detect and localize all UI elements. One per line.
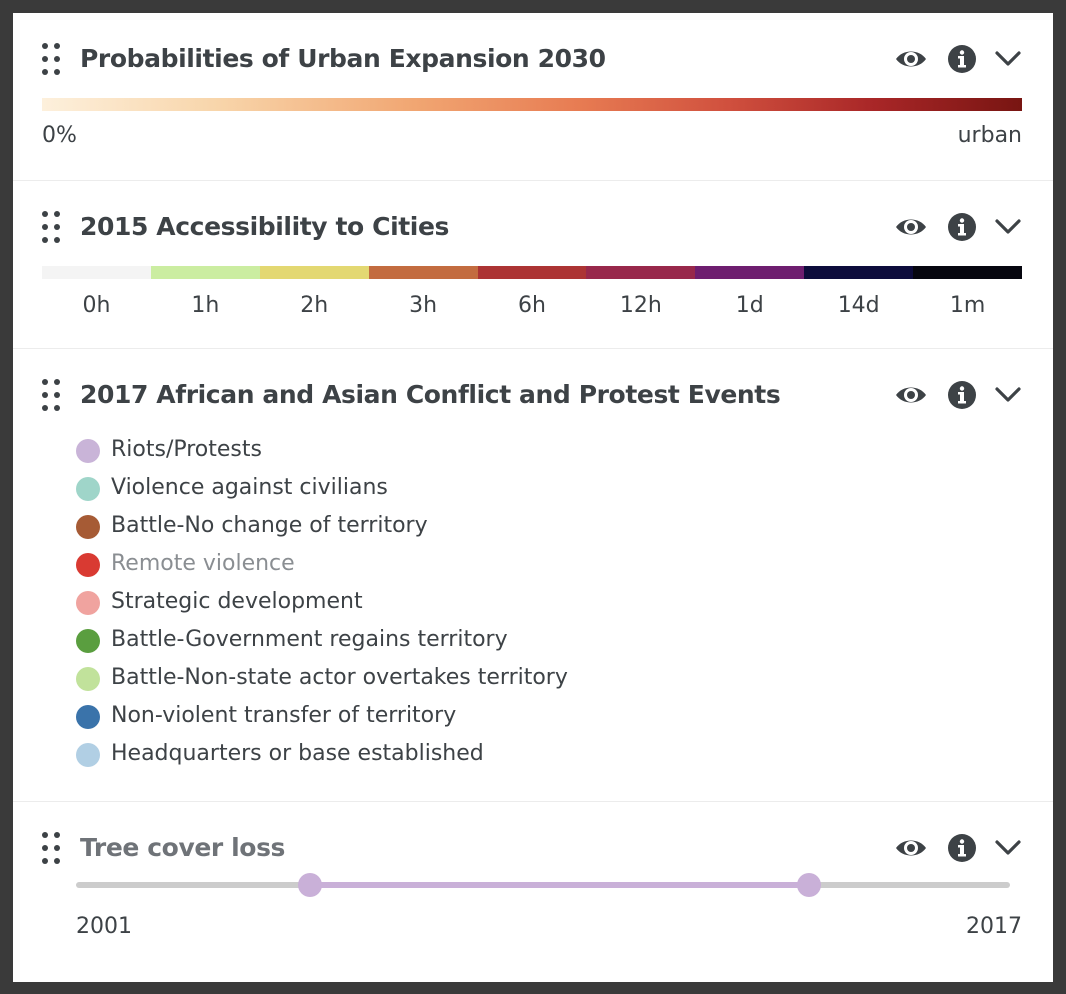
info-icon[interactable] xyxy=(945,213,979,241)
eye-icon[interactable] xyxy=(894,381,928,409)
accessibility-labels: 0h 1h 2h 3h 6h 12h 1d 14d 1m xyxy=(42,291,1022,321)
accessibility-segment xyxy=(42,266,151,279)
slider-start-year: 2001 xyxy=(76,914,132,939)
layer-conflict-events: 2017 African and Asian Conflict and Prot… xyxy=(13,349,1053,802)
accessibility-label: 3h xyxy=(409,293,438,318)
conflict-legend-label: Battle-No change of territory xyxy=(111,513,428,538)
info-icon[interactable] xyxy=(945,381,979,409)
accessibility-label: 1d xyxy=(735,293,764,318)
accessibility-segment xyxy=(695,266,805,279)
conflict-legend-label: Violence against civilians xyxy=(111,475,388,500)
year-slider-end-handle[interactable] xyxy=(797,873,822,897)
accessibility-label: 14d xyxy=(837,293,880,318)
conflict-legend-item: Battle-Non-state actor overtakes territo… xyxy=(76,659,568,697)
accessibility-label: 1m xyxy=(949,293,986,318)
conflict-legend-list: Riots/Protests Violence against civilians… xyxy=(76,431,568,773)
eye-icon[interactable] xyxy=(894,45,928,73)
accessibility-segment xyxy=(259,266,369,279)
layer-title: 2015 Accessibility to Cities xyxy=(80,212,450,241)
info-icon[interactable] xyxy=(945,834,979,862)
accessibility-label: 12h xyxy=(619,293,662,318)
conflict-legend-item: Battle-No change of territory xyxy=(76,507,568,545)
info-icon[interactable] xyxy=(945,45,979,73)
conflict-legend-label: Battle-Non-state actor overtakes territo… xyxy=(111,665,568,690)
year-slider-selected-range xyxy=(309,882,810,888)
conflict-legend-label: Headquarters or base established xyxy=(111,741,484,766)
conflict-legend-label: Battle-Government regains territory xyxy=(111,627,508,652)
layer-header: 2017 African and Asian Conflict and Prot… xyxy=(13,375,1053,415)
legend-panel: Probabilities of Urban Expansion 2030 0%… xyxy=(13,13,1053,982)
layer-title: Probabilities of Urban Expansion 2030 xyxy=(80,44,606,73)
accessibility-label: 2h xyxy=(300,293,329,318)
conflict-legend-label: Strategic development xyxy=(111,589,363,614)
legend-min-label: 0% xyxy=(42,123,77,148)
conflict-legend-item: Non-violent transfer of territory xyxy=(76,697,568,735)
legend-dot-icon xyxy=(76,667,100,691)
conflict-legend-item: Battle-Government regains territory xyxy=(76,621,568,659)
legend-dot-icon xyxy=(76,553,100,577)
layer-tree-cover-loss: Tree cover loss 2001 2017 xyxy=(13,802,1053,982)
year-slider-start-handle[interactable] xyxy=(297,873,322,897)
layer-title: Tree cover loss xyxy=(80,833,286,862)
conflict-legend-item: Riots/Protests xyxy=(76,431,568,469)
drag-handle-icon[interactable] xyxy=(42,379,64,411)
drag-handle-icon[interactable] xyxy=(42,832,64,864)
eye-icon[interactable] xyxy=(894,213,928,241)
conflict-legend-label: Remote violence xyxy=(111,551,295,576)
eye-icon[interactable] xyxy=(894,834,928,862)
slider-end-year: 2017 xyxy=(966,914,1022,939)
chevron-down-icon[interactable] xyxy=(991,45,1025,73)
conflict-legend-item: Strategic development xyxy=(76,583,568,621)
legend-dot-icon xyxy=(76,439,100,463)
chevron-down-icon[interactable] xyxy=(991,213,1025,241)
accessibility-segment xyxy=(368,266,478,279)
drag-handle-icon[interactable] xyxy=(42,211,64,243)
conflict-legend-item: Headquarters or base established xyxy=(76,735,568,773)
chevron-down-icon[interactable] xyxy=(991,381,1025,409)
layer-header: Tree cover loss xyxy=(13,828,1053,868)
conflict-legend-label: Non-violent transfer of territory xyxy=(111,703,457,728)
legend-max-label: urban xyxy=(957,123,1022,148)
legend-dot-icon xyxy=(76,743,100,767)
legend-dot-icon xyxy=(76,515,100,539)
conflict-legend-item: Remote violence xyxy=(76,545,568,583)
accessibility-color-bar xyxy=(42,266,1023,279)
chevron-down-icon[interactable] xyxy=(991,834,1025,862)
accessibility-label: 6h xyxy=(518,293,546,318)
layer-header: 2015 Accessibility to Cities xyxy=(13,207,1053,247)
layer-accessibility: 2015 Accessibility to Cities 0h 1h 2h 3h 6h 1… xyxy=(13,181,1053,349)
accessibility-segment xyxy=(804,266,914,279)
legend-dot-icon xyxy=(76,477,100,501)
accessibility-segment xyxy=(477,266,587,279)
drag-handle-icon[interactable] xyxy=(42,43,64,75)
conflict-legend-label: Riots/Protests xyxy=(111,437,262,462)
legend-dot-icon xyxy=(76,629,100,653)
layer-urban-expansion: Probabilities of Urban Expansion 2030 0%… xyxy=(13,13,1053,181)
conflict-legend-item: Violence against civilians xyxy=(76,469,568,507)
urban-gradient-bar xyxy=(42,98,1022,111)
accessibility-label: 1h xyxy=(191,293,220,318)
accessibility-label: 0h xyxy=(82,293,111,318)
accessibility-segment xyxy=(150,266,260,279)
accessibility-segment xyxy=(913,266,1023,279)
legend-dot-icon xyxy=(76,705,100,729)
layer-title: 2017 African and Asian Conflict and Prot… xyxy=(80,380,781,409)
accessibility-segment xyxy=(586,266,696,279)
legend-dot-icon xyxy=(76,591,100,615)
layer-header: Probabilities of Urban Expansion 2030 xyxy=(13,39,1053,79)
